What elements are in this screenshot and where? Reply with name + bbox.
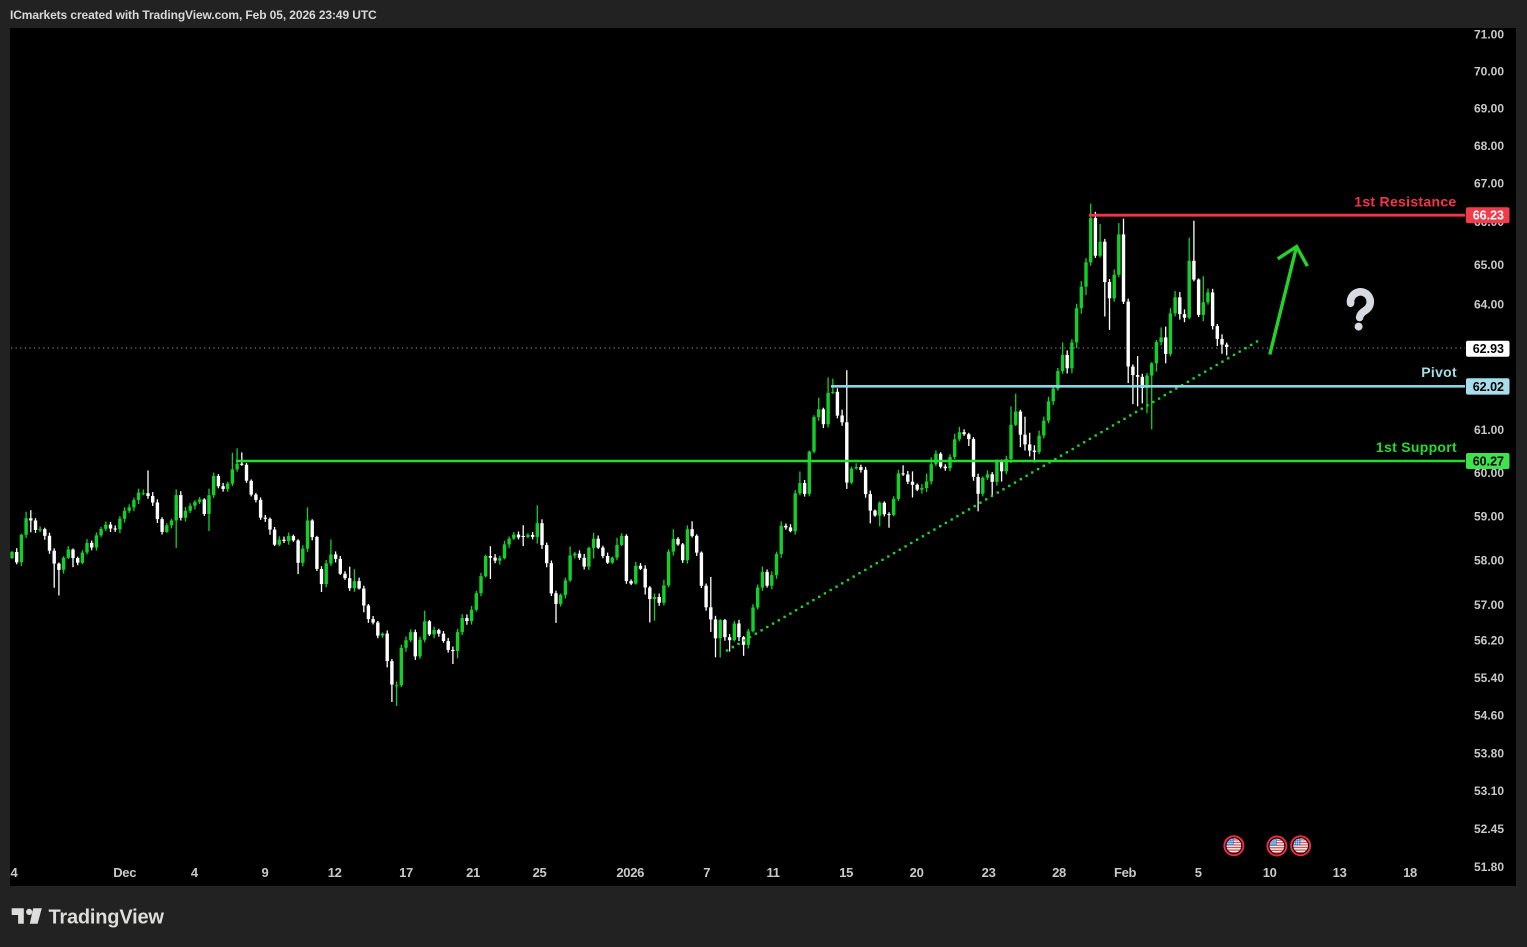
svg-text:7: 7	[703, 865, 710, 880]
svg-text:53.10: 53.10	[1474, 784, 1504, 798]
svg-text:59.00: 59.00	[1474, 510, 1504, 524]
svg-text:Pivot: Pivot	[1421, 364, 1457, 380]
svg-text:57.00: 57.00	[1474, 598, 1504, 612]
svg-text:28: 28	[1052, 865, 1066, 880]
svg-text:12: 12	[328, 865, 342, 880]
svg-text:1st Resistance: 1st Resistance	[1354, 194, 1456, 210]
svg-text:69.00: 69.00	[1474, 102, 1504, 116]
svg-text:62.02: 62.02	[1473, 380, 1504, 394]
svg-text:66.23: 66.23	[1473, 209, 1504, 223]
svg-text:9: 9	[262, 865, 269, 880]
svg-text:18: 18	[1403, 865, 1417, 880]
svg-text:51.80: 51.80	[1474, 860, 1504, 874]
svg-text:2026: 2026	[616, 865, 644, 880]
svg-text:1st Support: 1st Support	[1376, 439, 1457, 455]
svg-text:52.45: 52.45	[1474, 822, 1504, 836]
svg-text:61.00: 61.00	[1474, 423, 1504, 437]
svg-text:58.00: 58.00	[1474, 554, 1504, 568]
svg-text:17: 17	[399, 865, 413, 880]
svg-text:67.00: 67.00	[1474, 177, 1504, 191]
svg-text:62.93: 62.93	[1473, 342, 1504, 356]
svg-text:5: 5	[1195, 865, 1202, 880]
svg-text:64.00: 64.00	[1474, 298, 1504, 312]
svg-text:Feb: Feb	[1114, 865, 1137, 880]
svg-text:4: 4	[11, 865, 19, 880]
svg-text:60.00: 60.00	[1474, 466, 1504, 480]
svg-text:11: 11	[767, 865, 780, 880]
svg-text:60.27: 60.27	[1473, 454, 1504, 468]
svg-text:20: 20	[910, 865, 924, 880]
svg-text:70.00: 70.00	[1474, 65, 1504, 79]
svg-text:53.80: 53.80	[1474, 747, 1504, 761]
svg-text:54.60: 54.60	[1474, 709, 1504, 723]
svg-text:55.40: 55.40	[1474, 671, 1504, 685]
svg-text:23: 23	[982, 865, 996, 880]
svg-text:10: 10	[1263, 865, 1277, 880]
svg-text:4: 4	[191, 865, 199, 880]
svg-text:65.00: 65.00	[1474, 258, 1504, 272]
svg-text:13: 13	[1333, 865, 1347, 880]
svg-text:68.00: 68.00	[1474, 139, 1504, 153]
svg-text:71.00: 71.00	[1474, 28, 1504, 42]
svg-text:21: 21	[466, 865, 480, 880]
svg-text:ICmarkets created with Trading: ICmarkets created with TradingView.com, …	[10, 8, 377, 22]
svg-text:15: 15	[839, 865, 853, 880]
svg-text:TradingView: TradingView	[49, 907, 165, 929]
svg-text:56.20: 56.20	[1474, 634, 1504, 648]
svg-text:Dec: Dec	[113, 865, 136, 880]
svg-text:25: 25	[533, 865, 547, 880]
